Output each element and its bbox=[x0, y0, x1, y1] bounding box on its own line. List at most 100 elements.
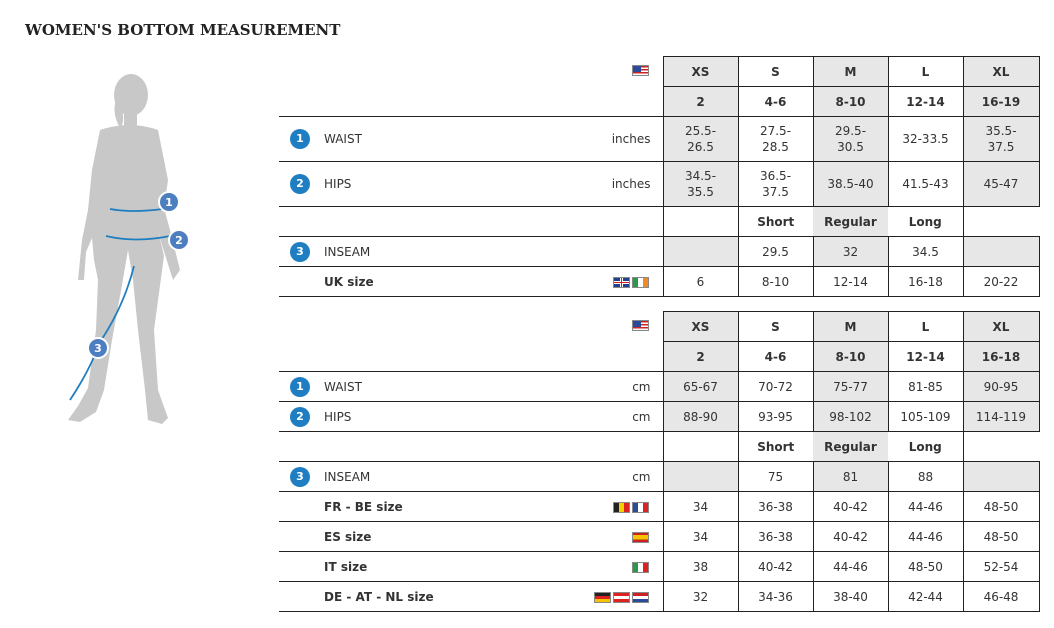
inseam-short: 29.5 bbox=[737, 236, 814, 267]
marker-3-label: 3 bbox=[94, 342, 102, 355]
germany-flag-icon bbox=[593, 591, 611, 603]
waist-xs: 25.5- 26.5 bbox=[662, 116, 739, 162]
marker-2: 2 bbox=[168, 229, 190, 251]
us-flag-cell-metric bbox=[279, 312, 663, 342]
length-regular: Regular bbox=[813, 431, 888, 462]
hips-s: 93-95 bbox=[737, 401, 814, 432]
marker-3: 3 bbox=[87, 337, 109, 359]
es-m: 40-42 bbox=[812, 521, 889, 552]
waist-unit: cm bbox=[579, 371, 663, 402]
inseam-short: 75 bbox=[737, 461, 814, 492]
us-size-xs: 2 bbox=[662, 86, 739, 117]
waist-xs: 65-67 bbox=[662, 371, 739, 402]
hips-label-cell: 2 HIPS bbox=[279, 161, 579, 207]
waist-xl: 35.5- 37.5 bbox=[962, 116, 1040, 162]
netherlands-flag-icon bbox=[631, 591, 649, 603]
size-l: L bbox=[887, 311, 964, 342]
hips-label: HIPS bbox=[324, 177, 352, 191]
it-m: 44-46 bbox=[812, 551, 889, 582]
waist-number: 1 bbox=[290, 129, 310, 149]
hips-row: 2 HIPS inches 34.5- 35.5 36.5- 37.5 38.5… bbox=[279, 161, 1040, 207]
fr-be-l: 44-46 bbox=[887, 491, 964, 522]
size-s: S bbox=[737, 56, 814, 87]
page-title: WOMEN'S BOTTOM MEASUREMENT bbox=[25, 21, 341, 39]
uk-flag-icon bbox=[612, 276, 630, 288]
de-at-nl-m: 38-40 bbox=[812, 581, 889, 612]
es-xl: 48-50 bbox=[962, 521, 1040, 552]
us-size-s: 4-6 bbox=[737, 341, 814, 372]
waist-row: 1 WAIST inches 25.5- 26.5 27.5- 28.5 29.… bbox=[279, 116, 1040, 162]
us-size-l: 12-14 bbox=[887, 86, 964, 117]
uk-size-row: UK size 6 8-10 12-14 16-18 20-22 bbox=[279, 266, 1040, 297]
us-flag-icon bbox=[631, 319, 649, 331]
marker-1: 1 bbox=[158, 191, 180, 213]
hips-xs: 34.5- 35.5 bbox=[662, 161, 739, 207]
hips-label: HIPS bbox=[324, 409, 352, 424]
size-m: M bbox=[812, 311, 889, 342]
es-s: 36-38 bbox=[737, 521, 814, 552]
inseam-label-cell: 3 INSEAM bbox=[279, 461, 579, 492]
waist-xl: 90-95 bbox=[962, 371, 1040, 402]
uk-xs: 6 bbox=[662, 266, 739, 297]
waist-label: WAIST bbox=[324, 132, 362, 146]
length-regular: Regular bbox=[813, 206, 888, 237]
fr-be-m: 40-42 bbox=[812, 491, 889, 522]
es-l: 44-46 bbox=[887, 521, 964, 552]
fr-be-xs: 34 bbox=[662, 491, 739, 522]
waist-l: 32-33.5 bbox=[887, 116, 964, 162]
length-short: Short bbox=[738, 431, 813, 462]
uk-label: UK size bbox=[324, 274, 374, 289]
waist-l: 81-85 bbox=[887, 371, 964, 402]
marker-1-label: 1 bbox=[165, 196, 173, 209]
inseam-long: 88 bbox=[887, 461, 964, 492]
hips-row-cm: 2 HIPS cm 88-90 93-95 98-102 105-109 114… bbox=[279, 401, 1040, 432]
waist-number: 1 bbox=[290, 376, 310, 397]
uk-s: 8-10 bbox=[737, 266, 814, 297]
hips-xl: 45-47 bbox=[962, 161, 1040, 207]
hips-unit: inches bbox=[579, 161, 663, 207]
de-at-nl-label-cell: DE - AT - NL size bbox=[279, 581, 579, 612]
size-xl: XL bbox=[962, 56, 1040, 87]
size-xs: XS bbox=[662, 311, 739, 342]
it-label-cell: IT size bbox=[279, 551, 579, 582]
de-at-nl-s: 34-36 bbox=[737, 581, 814, 612]
us-size-xl: 16-18 bbox=[962, 341, 1040, 372]
metric-size-table: XS S M L XL 2 4-6 8-10 12-14 16-18 1 WAI… bbox=[279, 311, 1040, 612]
fr-be-label: FR - BE size bbox=[324, 499, 403, 514]
us-size-m: 8-10 bbox=[812, 86, 889, 117]
de-at-nl-size-row: DE - AT - NL size 32 34-36 38-40 42-44 4… bbox=[279, 581, 1040, 612]
inseam-number: 3 bbox=[290, 241, 310, 262]
length-long: Long bbox=[888, 206, 963, 237]
waist-s: 27.5- 28.5 bbox=[737, 116, 814, 162]
body-figure: 1 2 3 bbox=[68, 74, 190, 424]
hips-m: 98-102 bbox=[812, 401, 889, 432]
waist-row-cm: 1 WAIST cm 65-67 70-72 75-77 81-85 90-95 bbox=[279, 371, 1040, 402]
italy-flag-icon bbox=[631, 561, 649, 573]
it-l: 48-50 bbox=[887, 551, 964, 582]
it-xl: 52-54 bbox=[962, 551, 1040, 582]
waist-label: WAIST bbox=[324, 379, 362, 394]
hips-unit: cm bbox=[579, 401, 663, 432]
waist-s: 70-72 bbox=[737, 371, 814, 402]
it-xs: 38 bbox=[662, 551, 739, 582]
hips-s: 36.5- 37.5 bbox=[737, 161, 814, 207]
us-size-xl: 16-19 bbox=[962, 86, 1040, 117]
france-flag-icon bbox=[631, 501, 649, 513]
uk-xl: 20-22 bbox=[962, 266, 1040, 297]
austria-flag-icon bbox=[612, 591, 630, 603]
inseam-row-cm: 3 INSEAM cm 75 81 88 bbox=[279, 461, 1040, 492]
us-size-m: 8-10 bbox=[812, 341, 889, 372]
imperial-size-table: XS S M L XL 2 4-6 8-10 12-14 16-19 1 WAI… bbox=[279, 56, 1040, 297]
inseam-row: 3 INSEAM 29.5 32 34.5 bbox=[279, 236, 1040, 267]
inseam-label: INSEAM bbox=[324, 244, 371, 259]
hips-label-cell: 2 HIPS bbox=[279, 401, 579, 432]
us-flag-cell bbox=[279, 57, 663, 87]
inseam-number: 3 bbox=[290, 466, 310, 487]
waist-label-cell: 1 WAIST bbox=[279, 371, 579, 402]
de-at-nl-flags bbox=[579, 581, 663, 612]
de-at-nl-xl: 46-48 bbox=[962, 581, 1040, 612]
inseam-label-cell: 3 INSEAM bbox=[279, 236, 663, 267]
uk-flags bbox=[579, 266, 663, 297]
es-size-row: ES size 34 36-38 40-42 44-46 48-50 bbox=[279, 521, 1040, 552]
fr-be-s: 36-38 bbox=[737, 491, 814, 522]
